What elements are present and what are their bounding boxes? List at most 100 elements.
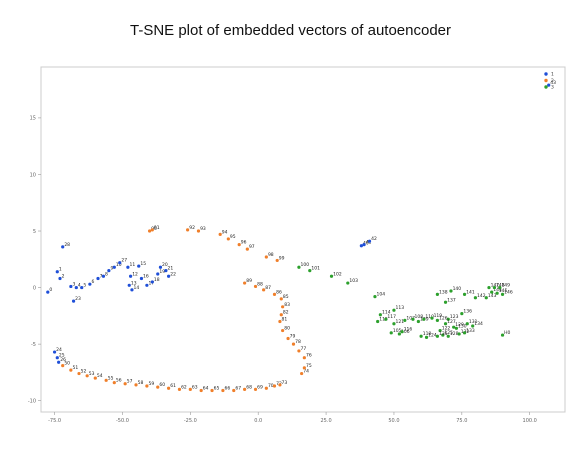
data-point-series-1 [127,283,131,287]
data-point-series-1 [362,242,366,247]
point-label: 70 [268,383,274,389]
data-point-series-3 [329,274,334,278]
data-point-series-2 [243,281,247,285]
data-point-series-3 [400,330,404,334]
point-label: 27 [121,258,127,264]
point-label: 17 [148,280,154,286]
point-label: 16 [143,274,149,280]
x-tick-label: 100.0 [523,418,537,424]
data-point-series-1 [69,284,73,289]
data-point-series-3 [443,322,448,326]
point-label: 62 [181,384,187,390]
data-point-series-2 [281,305,285,309]
data-point-series-3 [492,285,497,290]
data-point-series-2 [278,319,282,324]
data-point-series-3 [422,317,426,321]
point-label: 121 [396,319,405,325]
data-point-series-2 [291,342,296,346]
x-tick-label: -50.0 [116,418,129,424]
data-point-series-3 [460,311,464,316]
point-label: 95 [230,234,236,240]
data-point-series-3 [462,292,467,296]
data-point-series-2 [69,368,73,372]
data-point-series-2 [264,386,268,390]
data-point-series-1 [55,270,59,274]
point-label: 104 [377,292,386,298]
point-label: 124 [428,332,437,338]
point-label: 55 [108,375,114,381]
point-label: 80 [284,326,290,332]
data-point-series-3 [500,292,505,296]
point-label: 123 [450,314,459,320]
point-label: 9 [110,266,113,272]
point-label: 118 [423,331,432,337]
point-label: 113 [396,305,405,311]
data-point-series-2 [272,292,277,296]
y-tick-label: 10 [30,172,36,178]
data-point-series-2 [218,232,222,237]
data-point-series-1 [139,276,144,281]
point-label: 96 [241,240,247,246]
point-label: 131 [469,319,478,325]
data-point-series-2 [134,383,138,387]
data-point-series-3 [484,296,488,300]
data-point-series-2 [226,237,230,241]
point-label: 114 [382,310,391,316]
point-label: 14 [134,285,140,291]
point-label: 149 [501,283,510,289]
data-point-series-3 [495,291,499,295]
point-label: 58 [138,380,144,386]
point-label: 3 [72,281,75,287]
data-point-series-3 [373,295,377,299]
x-tick-label: 25.0 [321,418,332,424]
data-point-series-2 [237,242,241,247]
data-point-series-3 [435,334,439,338]
point-label: 140 [453,286,462,292]
data-point-series-1 [71,299,76,303]
x-tick-label: 0.0 [254,418,262,424]
point-label: 134 [474,321,483,327]
data-point-series-2 [104,378,108,382]
data-point-series-2 [210,388,214,393]
point-label: 68 [246,384,252,390]
data-point-series-1 [145,283,149,287]
chart-title: T-SNE plot of embedded vectors of autoen… [129,22,452,39]
point-label: 98 [268,252,274,258]
data-point-series-2 [253,387,258,391]
data-point-series-1 [359,244,363,248]
data-point-series-1 [57,360,61,364]
y-tick-label: -10 [28,398,36,404]
data-point-series-2 [278,383,282,387]
data-point-series-3 [424,335,429,339]
data-point-series-1 [61,245,65,249]
point-label: 2 [62,274,65,280]
data-point-series-1 [80,285,84,290]
data-point-series-2 [112,380,116,385]
data-point-series-2 [286,336,290,341]
point-label: 107 [406,315,415,321]
data-point-series-2 [279,313,283,317]
point-label: 7 [100,274,103,280]
data-point-series-3 [384,317,388,321]
point-label: 23 [75,296,81,302]
point-label: 127 [447,319,456,325]
data-point-series-2 [253,284,258,289]
data-point-series-1 [367,239,372,243]
point-label: 64 [203,386,209,392]
data-point-series-1 [112,265,116,269]
data-point-series-3 [473,296,478,300]
point-label: 65 [214,386,220,392]
legend-entry: 2 [551,78,554,84]
data-point-series-2 [243,387,247,391]
legend-entry: 3 [551,85,554,91]
point-label: 117 [387,314,396,320]
data-point-series-2 [279,297,283,301]
point-label: 103 [349,278,358,284]
plot-frame [40,66,566,413]
data-point-series-3 [452,325,456,329]
point-label: 15 [140,261,146,267]
point-label: 89 [246,278,252,284]
point-label: 79 [290,333,296,339]
data-point-series-2 [186,228,190,232]
